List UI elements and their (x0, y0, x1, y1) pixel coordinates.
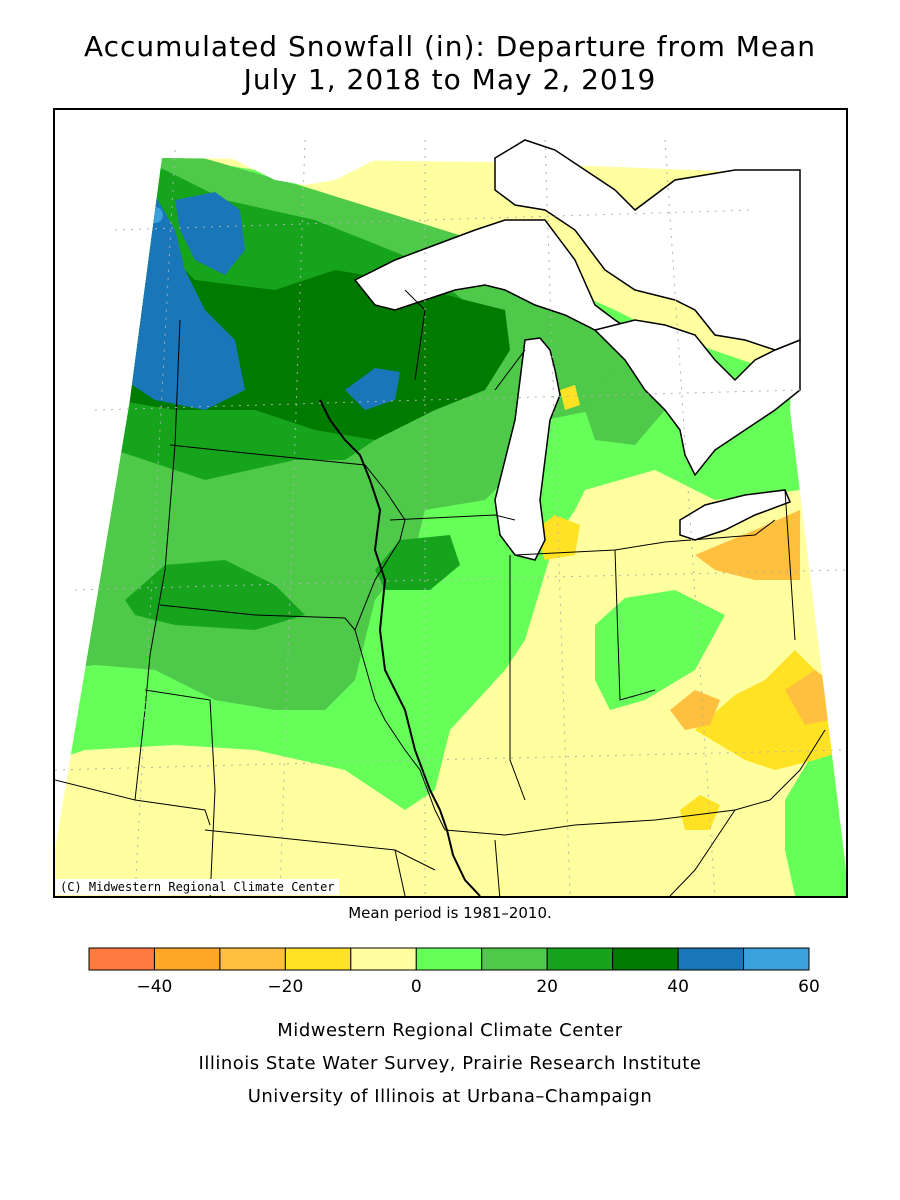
mississippi-river (319, 399, 481, 896)
zone-40-50-nw (175, 192, 245, 275)
legend-tick-label: 60 (798, 977, 820, 997)
legend-tick-label: −40 (137, 977, 173, 997)
zone-neg10-neg20-indiana (535, 515, 580, 560)
legend-bin-2 (219, 947, 286, 971)
legend-bin-0 (88, 947, 155, 971)
legend-bin-1 (153, 947, 221, 971)
zone-neg10-neg20-michigan (560, 385, 580, 410)
state-boundaries (55, 289, 826, 896)
legend-bin-9 (677, 947, 745, 971)
snowfall-departure-map (55, 139, 846, 896)
northern-land-white (215, 140, 395, 185)
zone-40-50-north (345, 368, 400, 410)
lake-ontario-edge (494, 139, 801, 351)
legend-bin-10 (743, 947, 810, 971)
legend-tick-label: 20 (536, 977, 558, 997)
lake-huron (593, 319, 801, 477)
lake-michigan (494, 337, 561, 561)
zone-50-60 (147, 207, 163, 223)
zone-neg20-neg30-ohio (670, 690, 720, 730)
lake-erie (679, 489, 791, 541)
credit-line-3: University of Illinois at Urbana–Champai… (247, 1086, 653, 1107)
legend-tick-label: 0 (411, 977, 422, 997)
zone-neg10-neg20-lake-erie (695, 510, 800, 580)
credit-line-1: Midwestern Regional Climate Center (277, 1020, 623, 1041)
zone-20-30-mid (375, 535, 460, 590)
zone-40-50-west (125, 195, 245, 410)
mean-period-note: Mean period is 1981–2010. (348, 904, 552, 922)
legend-tick-label: −20 (267, 977, 303, 997)
map-subtitle-date-range: July 1, 2018 to May 2, 2019 (243, 63, 657, 96)
legend-bin-4 (350, 947, 417, 971)
legend-tick-label: 40 (667, 977, 689, 997)
legend-bin-7 (546, 947, 614, 971)
zone-0-10-ohio (595, 590, 725, 710)
legend-bin-5 (415, 947, 483, 971)
credit-line-2: Illinois State Water Survey, Prairie Res… (198, 1053, 702, 1074)
zone-20-30-sw (125, 560, 305, 630)
zone-neg20-neg30-east (785, 670, 835, 725)
zone-neg10-neg20-kentucky (680, 795, 720, 830)
legend-bin-6 (481, 947, 548, 971)
legend-bin-8 (612, 947, 679, 971)
map-title: Accumulated Snowfall (in): Departure fro… (83, 30, 817, 63)
color-legend: −40 −20 0 20 40 60 (88, 947, 820, 997)
copyright-label: (C) Midwestern Regional Climate Center (56, 879, 339, 895)
legend-bin-3 (284, 947, 352, 971)
map-panel (53, 108, 848, 898)
zone-0-10-east (785, 720, 846, 896)
